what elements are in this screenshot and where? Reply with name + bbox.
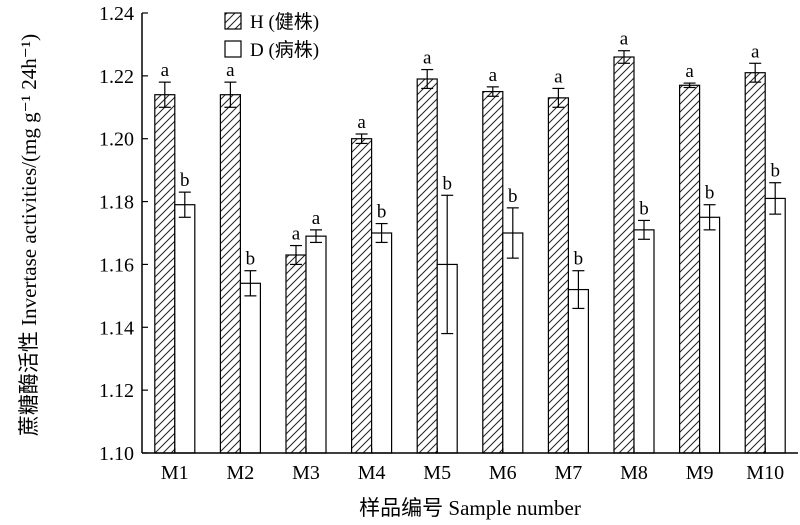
error-bar — [178, 191, 191, 218]
bar-h-m8 — [613, 56, 635, 454]
axes — [141, 13, 798, 454]
significance-label: b — [770, 161, 780, 182]
error-bar — [683, 82, 696, 89]
bar-d-m1 — [174, 204, 196, 454]
bar-h-m2 — [219, 94, 241, 454]
y-axis-title: 蔗糖酶活性 Invertase activities/(mg g⁻¹ 24h⁻¹… — [17, 34, 41, 436]
error-bar — [552, 87, 565, 108]
bar-d-m8 — [633, 229, 655, 454]
bar-h-m10 — [744, 72, 766, 454]
x-tick-label-m8: M8 — [620, 462, 648, 484]
bar-h-m6 — [482, 90, 504, 454]
significance-label: b — [705, 183, 715, 204]
significance-label: a — [620, 29, 629, 50]
x-tick-label-m9: M9 — [686, 462, 714, 484]
legend-label-d: D (病株) — [250, 39, 319, 61]
error-bar — [441, 194, 454, 335]
significance-label: a — [489, 65, 498, 86]
bar-d-m6 — [502, 232, 524, 454]
error-bar — [375, 222, 388, 244]
bar-d-m4 — [371, 232, 393, 454]
y-tick-label: 1.24 — [99, 3, 134, 25]
error-bar — [310, 229, 322, 244]
legend-swatch-d — [224, 40, 242, 58]
significance-label: b — [246, 249, 256, 270]
legend: H (健株) D (病株) — [224, 11, 319, 61]
x-tick-label-m1: M1 — [161, 462, 189, 484]
bar-h-m9 — [678, 84, 701, 454]
error-bar — [572, 270, 585, 310]
x-ticks: M1 M2 M3 M4 M5 M6 M7 M8 M9 M10 — [161, 448, 784, 484]
x-tick-label-m7: M7 — [555, 462, 583, 484]
x-tick-label-m2: M2 — [227, 462, 255, 484]
x-tick-label-m4: M4 — [358, 462, 386, 484]
x-tick-label-m5: M5 — [423, 462, 451, 484]
y-tick-label: 1.20 — [99, 129, 134, 151]
significance-label: a — [312, 208, 321, 229]
significance-label: a — [357, 112, 366, 133]
significance-label: b — [442, 173, 452, 194]
error-bar — [421, 68, 434, 90]
error-bar — [290, 244, 302, 266]
x-tick-label-m3: M3 — [292, 462, 320, 484]
y-ticks: 1.10 1.12 1.14 1.16 1.18 1.20 1.22 1.24 — [99, 3, 148, 465]
error-bar — [158, 81, 171, 108]
error-bar — [703, 204, 716, 231]
error-bar — [355, 133, 368, 145]
bar-d-m2 — [239, 282, 261, 454]
y-tick-label: 1.16 — [99, 254, 134, 276]
significance-label: b — [508, 186, 518, 207]
bar-h-m5 — [416, 78, 438, 454]
significance-label: a — [292, 224, 301, 245]
significance-label: b — [180, 170, 190, 191]
x-tick-label-m6: M6 — [489, 462, 517, 484]
bar-h-m7 — [547, 97, 570, 454]
error-bar — [769, 182, 782, 215]
bar-h-m1 — [154, 94, 176, 454]
bar-d-m9 — [698, 216, 721, 454]
error-bar — [749, 62, 762, 83]
bar-h-m3 — [285, 254, 307, 454]
error-bar — [224, 81, 237, 108]
y-tick-label: 1.12 — [99, 380, 134, 402]
significance-label: b — [639, 198, 649, 219]
bar-d-m7 — [567, 288, 590, 454]
y-tick-label: 1.10 — [99, 443, 134, 465]
legend-swatch-h — [224, 12, 242, 30]
bar-d-m3 — [305, 235, 327, 454]
x-axis-title: 样品编号 Sample number — [359, 496, 581, 520]
error-bar — [618, 50, 630, 64]
bar-d-m10 — [764, 197, 786, 454]
x-tick-label-m10: M10 — [746, 462, 784, 484]
significance-label: a — [554, 66, 563, 87]
error-bar — [638, 219, 650, 240]
significance-label: a — [751, 41, 760, 62]
significance-label: a — [226, 60, 235, 81]
y-tick-label: 1.22 — [99, 66, 134, 88]
y-tick-label: 1.18 — [99, 192, 134, 214]
error-bar — [244, 270, 257, 297]
significance-label: a — [423, 48, 432, 69]
significance-label: a — [161, 60, 170, 81]
significance-label: b — [377, 202, 387, 223]
legend-label-h: H (健株) — [250, 11, 319, 33]
y-tick-label: 1.14 — [99, 317, 134, 339]
significance-label: a — [685, 61, 694, 82]
bar-h-m4 — [351, 138, 373, 454]
error-bar — [486, 86, 499, 97]
significance-label: b — [574, 249, 584, 270]
error-bar — [506, 207, 519, 259]
